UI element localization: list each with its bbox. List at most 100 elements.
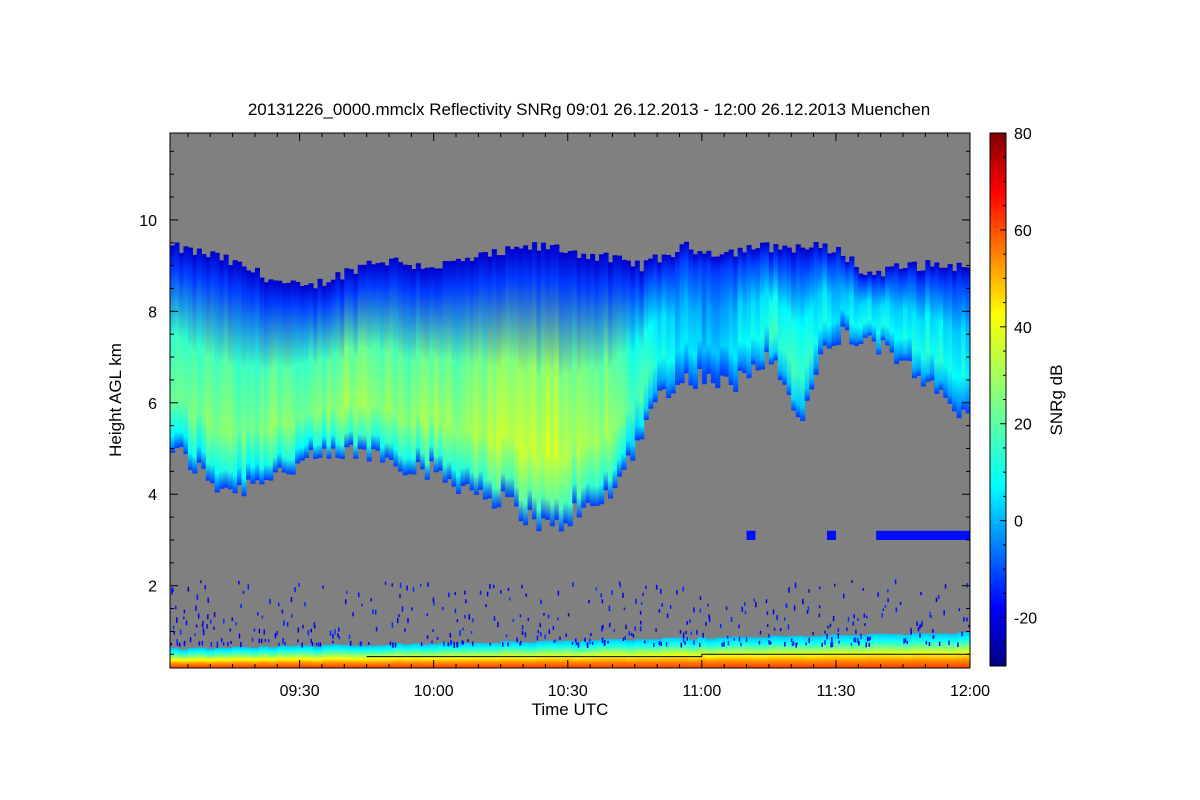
clutter-speck [426, 613, 428, 617]
clutter-speck [216, 641, 219, 647]
clutter-speck [171, 589, 173, 595]
cloud-column [786, 247, 792, 395]
cloud-column [259, 277, 265, 485]
surface-column [456, 643, 466, 668]
clutter-speck [577, 642, 580, 648]
surface-column [393, 643, 403, 668]
clutter-speck [345, 590, 348, 594]
clutter-speck [447, 642, 450, 647]
cloud-column [357, 264, 363, 449]
clutter-speck [707, 603, 709, 607]
clutter-speck [829, 623, 832, 628]
cloud-column [223, 254, 229, 488]
clutter-speck [260, 638, 263, 644]
clutter-speck [263, 629, 265, 635]
cloud-column [800, 247, 806, 422]
clutter-speck [433, 601, 435, 606]
clutter-speck [179, 642, 181, 647]
clutter-speck [571, 642, 574, 645]
clutter-speck [492, 584, 495, 589]
clutter-speck [223, 618, 225, 624]
surface-column [545, 640, 555, 668]
clutter-speck [624, 635, 626, 640]
clutter-speck [635, 598, 637, 604]
clutter-speck [779, 627, 782, 632]
clutter-speck [699, 596, 702, 600]
clutter-speck [653, 642, 655, 648]
cloud-column [683, 241, 690, 374]
clutter-speck [456, 641, 458, 648]
cloud-column [375, 263, 381, 451]
colorbar-tick-label: 40 [1014, 320, 1032, 337]
cloud-column [241, 266, 247, 497]
clutter-speck [399, 582, 402, 589]
clutter-speck [708, 615, 711, 620]
cloud-column [867, 271, 873, 336]
clutter-speck [575, 638, 577, 643]
clutter-speck [332, 633, 334, 639]
clutter-speck [884, 605, 887, 608]
clutter-speck [240, 603, 242, 608]
cloud-column [406, 265, 412, 475]
surface-column [876, 633, 886, 668]
clutter-speck [660, 588, 662, 594]
clutter-speck [547, 614, 550, 619]
clutter-speck [349, 640, 352, 646]
colorbar-tick-label: -20 [1014, 611, 1037, 628]
clutter-speck [267, 639, 270, 643]
cloud-column [424, 267, 430, 480]
clutter-speck [448, 592, 450, 598]
clutter-speck [512, 619, 515, 622]
surface-column [348, 645, 359, 668]
clutter-speck [917, 626, 920, 632]
surface-column [223, 647, 234, 668]
surface-column [205, 648, 216, 668]
surface-column [625, 640, 636, 668]
surface-column [831, 634, 841, 668]
clutter-speck [916, 621, 918, 626]
surface-column [563, 640, 573, 668]
clutter-speck [824, 630, 826, 634]
clutter-speck [726, 635, 729, 639]
cloud-column [245, 270, 252, 480]
clutter-speck [768, 633, 770, 638]
clutter-speck [516, 637, 518, 643]
surface-column [554, 641, 564, 668]
surface-column [429, 644, 439, 668]
clutter-speck [791, 642, 794, 647]
cloud-column [460, 261, 466, 486]
surface-column [777, 636, 788, 668]
cloud-column [862, 275, 868, 338]
cloud-column [594, 260, 600, 506]
clutter-speck [640, 620, 642, 625]
clutter-speck [796, 642, 798, 646]
clutter-speck [957, 642, 959, 648]
clutter-speck [235, 622, 237, 626]
cloud-column [813, 242, 819, 375]
clutter-speck [502, 642, 504, 647]
cloud-column [353, 274, 359, 459]
clutter-speck [658, 641, 661, 646]
clutter-speck [210, 641, 213, 647]
cloud-column [652, 254, 658, 403]
clutter-speck [284, 642, 286, 646]
cloud-column [232, 260, 238, 494]
clutter-speck [176, 642, 179, 646]
clutter-speck [269, 598, 271, 605]
surface-column [536, 641, 546, 668]
clutter-speck [600, 593, 602, 598]
clutter-speck [209, 619, 212, 624]
clutter-speck [696, 629, 698, 635]
cloud-column [518, 248, 524, 522]
clutter-speck [201, 623, 204, 627]
clutter-speck [821, 642, 823, 647]
cloud-column [938, 267, 944, 390]
surface-column [286, 646, 296, 668]
clutter-speck [297, 627, 300, 633]
clutter-speck [391, 622, 394, 628]
cloud-column [880, 276, 886, 341]
clutter-speck [802, 598, 804, 605]
clutter-speck [790, 638, 793, 642]
clutter-speck [229, 628, 232, 632]
surface-column [473, 642, 484, 668]
